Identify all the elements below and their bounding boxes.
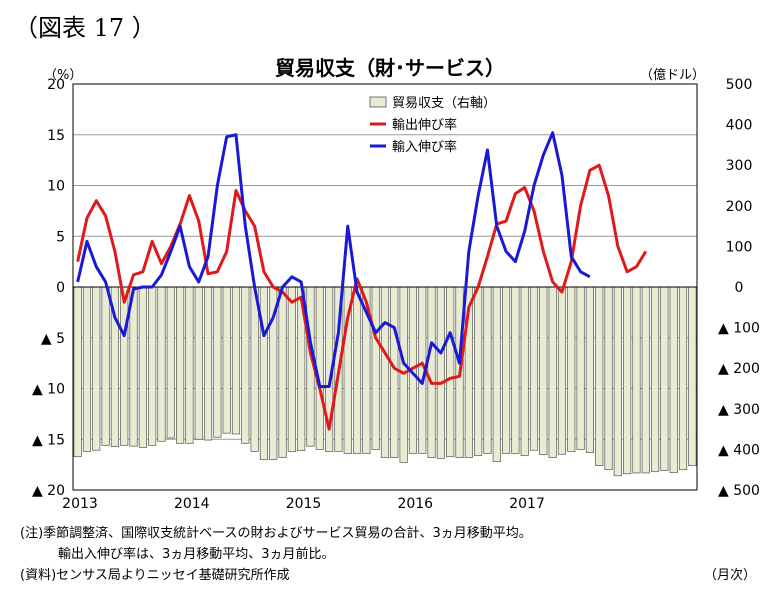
right-axis-unit: （億ドル） — [640, 68, 706, 83]
right-tick-label: 100 — [726, 239, 753, 255]
balance-bar — [166, 286, 175, 439]
balance-bar — [567, 286, 576, 452]
balance-bar — [492, 286, 501, 462]
balance-bar — [529, 286, 539, 451]
balance-bar — [651, 286, 660, 473]
note-line-2: 輸出入伸び率は、3ヵ月移動平均、3ヵ月前比。 — [58, 547, 335, 562]
balance-bar — [213, 286, 222, 438]
left-tick-label: 20 — [47, 77, 65, 93]
balance-bar — [623, 286, 632, 475]
balance-bar — [352, 286, 362, 454]
balance-bar — [73, 286, 82, 458]
balance-bar — [660, 286, 669, 471]
balance-bar — [148, 286, 157, 446]
left-tick-label: 15 — [47, 128, 65, 144]
balance-bar — [483, 286, 492, 454]
right-tick-label: ▲ 400 — [718, 442, 760, 458]
x-tick-label: 2016 — [397, 496, 433, 512]
balance-bar — [585, 286, 594, 453]
balance-bar — [157, 286, 166, 442]
balance-bar — [231, 286, 241, 435]
balance-bar — [241, 286, 250, 444]
x-axis-unit: （月次） — [704, 568, 757, 583]
balance-bar — [287, 286, 296, 452]
balance-bar — [129, 286, 138, 447]
balance-bar — [604, 286, 613, 471]
balance-bar — [194, 286, 203, 440]
balance-bar — [446, 286, 455, 458]
x-tick-label: 2013 — [62, 496, 98, 512]
legend-label-exports: 輸出伸び率 — [392, 117, 457, 133]
balance-bar — [520, 286, 529, 456]
right-tick-label: 0 — [735, 280, 744, 296]
balance-bar — [632, 286, 641, 474]
balance-bar — [557, 286, 567, 455]
balance-bar — [222, 286, 231, 434]
figure-label: （図表 17 ） — [14, 14, 156, 42]
balance-bar — [511, 286, 520, 454]
right-tick-label: ▲ 500 — [718, 483, 760, 499]
balance-bar — [176, 286, 185, 444]
right-tick-label: 200 — [726, 199, 753, 215]
source-line: (資料)センサス局よりニッセイ基礎研究所作成 — [20, 568, 290, 583]
balance-bar — [669, 286, 678, 473]
balance-bar — [688, 286, 697, 466]
balance-bar — [92, 286, 101, 451]
left-axis-unit: （%） — [44, 68, 83, 83]
balance-bar — [390, 286, 399, 458]
balance-bar — [595, 286, 604, 466]
balance-bar — [427, 286, 436, 458]
right-tick-label: ▲ 200 — [718, 361, 760, 377]
imports-growth-line — [76, 131, 591, 388]
chart-title: 貿易収支（財･サービス） — [275, 56, 505, 80]
balance-bar — [120, 286, 129, 446]
balance-bar — [613, 286, 622, 477]
left-tick-label: 0 — [56, 280, 65, 296]
balance-bar — [138, 286, 147, 448]
balance-bar — [380, 286, 390, 458]
balance-bar — [641, 286, 650, 474]
x-tick-label: 2014 — [174, 496, 210, 512]
balance-bar — [101, 286, 110, 446]
exports-growth-line — [76, 163, 648, 431]
balance-bar — [278, 286, 287, 458]
legend-label-imports: 輸入伸び率 — [392, 139, 457, 155]
x-tick-label: 2017 — [509, 496, 545, 512]
balance-bar — [678, 286, 688, 471]
balance-bar — [539, 286, 548, 456]
left-tick-label: 5 — [56, 229, 65, 245]
left-tick-label: 10 — [47, 179, 65, 195]
balance-bar — [501, 286, 511, 454]
legend-label-balance: 貿易収支（右軸） — [392, 96, 496, 111]
left-tick-label: ▲ 5 — [41, 331, 65, 347]
balance-bar — [371, 286, 380, 450]
right-tick-label: ▲ 300 — [718, 402, 760, 418]
balance-bar — [250, 286, 259, 452]
left-tick-label: ▲ 15 — [32, 432, 65, 448]
right-tick-label: 500 — [726, 77, 753, 93]
balance-bar — [185, 286, 194, 444]
balance-bar — [576, 286, 585, 450]
right-tick-label: 400 — [726, 118, 753, 134]
plot-frame — [72, 83, 698, 491]
legend-swatch-balance — [369, 96, 387, 108]
balance-bar — [259, 286, 269, 460]
left-tick-label: ▲ 10 — [32, 382, 65, 398]
right-tick-label: 300 — [726, 158, 753, 174]
balance-bar — [82, 286, 92, 452]
balance-bar — [436, 286, 445, 459]
note-line-1: (注)季節調整済、国際収支統計ベースの財およびサービス貿易の合計、3ヵ月移動平均… — [20, 526, 532, 541]
balance-bar — [548, 286, 557, 458]
balance-bar — [474, 286, 483, 456]
right-tick-label: ▲ 100 — [718, 321, 760, 337]
left-tick-label: ▲ 20 — [32, 483, 65, 499]
balance-bar — [203, 286, 213, 441]
x-tick-label: 2015 — [286, 496, 322, 512]
